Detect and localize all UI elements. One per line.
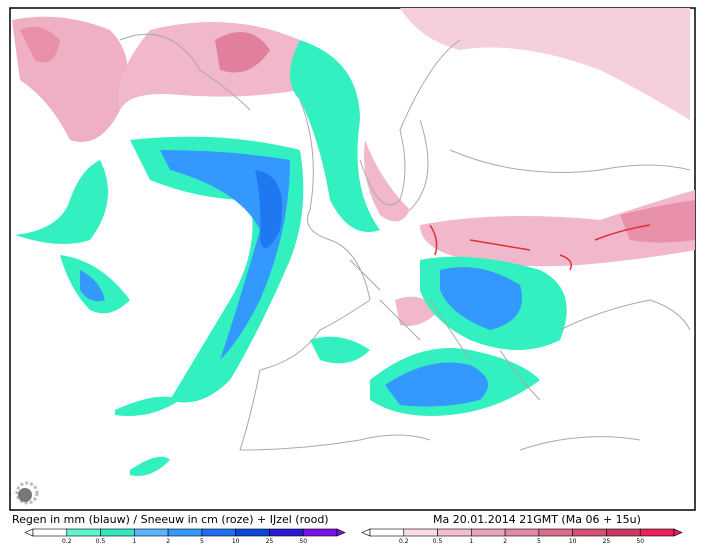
- legend-tick-label: 1: [132, 538, 136, 545]
- color-swatch: [66, 528, 101, 537]
- legend-tick-label: 0.5: [96, 538, 106, 545]
- color-swatch: [538, 528, 573, 537]
- legend-tick-label: 50: [636, 538, 644, 545]
- arrow-right: [673, 528, 683, 537]
- color-swatch: [572, 528, 607, 537]
- arrow-left: [24, 528, 34, 537]
- legend-tick-label: 1: [469, 538, 473, 545]
- legend-tick-label: 0.5: [433, 538, 443, 545]
- coastlines: [119, 33, 691, 451]
- legend-tick-label: 5: [537, 538, 541, 545]
- arrow-right: [336, 528, 346, 537]
- legend-tick-label: 5: [200, 538, 204, 545]
- color-swatch: [32, 528, 68, 537]
- legend-tick-label: 50: [299, 538, 307, 545]
- color-swatch: [504, 528, 540, 537]
- color-swatch: [302, 528, 338, 537]
- legend-tick-label: 0.2: [399, 538, 409, 545]
- color-swatch: [606, 528, 641, 537]
- legend-tick-label: 10: [569, 538, 577, 545]
- legend-tick-label: 25: [603, 538, 611, 545]
- rain-legend: 0.2 0.5 1 2 5 10 25 50: [24, 528, 346, 545]
- color-swatch: [167, 528, 203, 537]
- freezing-rain: [429, 224, 651, 271]
- rain-areas: [15, 40, 567, 476]
- snow-legend: 0.2 0.5 1 2 5 10 25 50: [361, 528, 683, 545]
- color-swatch: [639, 528, 675, 537]
- color-swatch: [235, 528, 270, 537]
- logo: [15, 481, 39, 505]
- arrow-left: [361, 528, 371, 537]
- snow-areas: [12, 8, 695, 326]
- legend-tick-label: 10: [232, 538, 240, 545]
- color-swatch: [134, 528, 169, 537]
- caption-title: Regen in mm (blauw) / Sneeuw in cm (roze…: [12, 513, 329, 526]
- legend-tick-label: 0.2: [62, 538, 72, 545]
- color-swatch: [403, 528, 438, 537]
- color-swatch: [100, 528, 135, 537]
- color-swatch: [369, 528, 405, 537]
- color-swatch: [201, 528, 236, 537]
- color-swatch: [269, 528, 304, 537]
- legend-tick-label: 25: [266, 538, 274, 545]
- color-swatch: [437, 528, 472, 537]
- legend-tick-label: 2: [166, 538, 170, 545]
- legend-tick-label: 2: [503, 538, 507, 545]
- color-swatch: [471, 528, 506, 537]
- caption-time: Ma 20.01.2014 21GMT (Ma 06 + 15u): [433, 513, 641, 526]
